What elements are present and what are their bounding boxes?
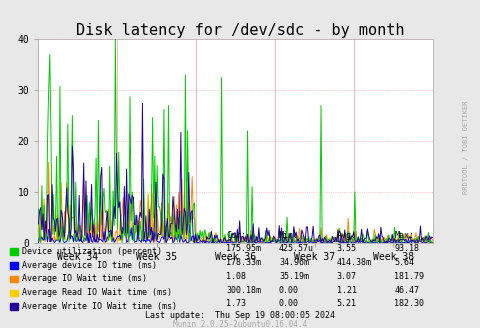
Text: Average Write IO Wait time (ms): Average Write IO Wait time (ms)	[22, 302, 176, 311]
Text: 175.95m: 175.95m	[226, 244, 261, 253]
Text: RRDTOOL / TOBI OETIKER: RRDTOOL / TOBI OETIKER	[462, 101, 468, 195]
Text: 5.21: 5.21	[336, 299, 356, 308]
Text: 178.33m: 178.33m	[226, 258, 261, 267]
Bar	[10, 290, 18, 296]
Text: 46.47: 46.47	[394, 286, 419, 295]
Text: 3.07: 3.07	[336, 272, 356, 281]
Text: 414.38m: 414.38m	[336, 258, 371, 267]
Text: Last update:  Thu Sep 19 08:00:05 2024: Last update: Thu Sep 19 08:00:05 2024	[145, 311, 335, 320]
Text: 0.00: 0.00	[278, 286, 299, 295]
Text: 93.18: 93.18	[394, 244, 419, 253]
Text: 181.79: 181.79	[394, 272, 423, 281]
Text: Average IO Wait time (ms): Average IO Wait time (ms)	[22, 274, 146, 283]
Text: Device utilization (percent): Device utilization (percent)	[22, 247, 161, 256]
Bar	[10, 248, 18, 255]
Text: 425.57u: 425.57u	[278, 244, 313, 253]
Text: 34.96m: 34.96m	[278, 258, 308, 267]
Text: Munin 2.0.25-2ubuntu0.16.04.4: Munin 2.0.25-2ubuntu0.16.04.4	[173, 320, 307, 328]
Text: 1.21: 1.21	[336, 286, 356, 295]
Text: Cur:: Cur:	[226, 232, 246, 240]
Text: 1.73: 1.73	[226, 299, 246, 308]
Text: Average device IO time (ms): Average device IO time (ms)	[22, 260, 156, 270]
Text: Min:: Min:	[278, 232, 299, 240]
Bar	[10, 262, 18, 269]
Text: Avg:: Avg:	[336, 232, 356, 240]
Text: 35.19m: 35.19m	[278, 272, 308, 281]
Text: Max:: Max:	[394, 232, 414, 240]
Bar	[10, 303, 18, 310]
Text: 0.00: 0.00	[278, 299, 299, 308]
Text: 182.30: 182.30	[394, 299, 423, 308]
Text: Average Read IO Wait time (ms): Average Read IO Wait time (ms)	[22, 288, 171, 297]
Text: 5.64: 5.64	[394, 258, 414, 267]
Bar	[10, 276, 18, 282]
Text: 3.55: 3.55	[336, 244, 356, 253]
Text: 300.18m: 300.18m	[226, 286, 261, 295]
Text: Disk latency for /dev/sdc - by month: Disk latency for /dev/sdc - by month	[76, 23, 404, 38]
Text: 1.08: 1.08	[226, 272, 246, 281]
